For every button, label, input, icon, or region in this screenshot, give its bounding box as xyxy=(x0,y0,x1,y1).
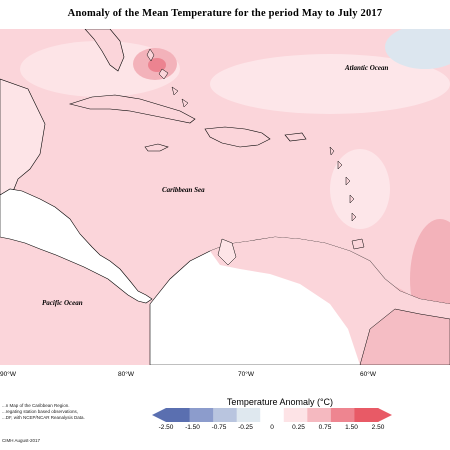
legend-label: 0.25 xyxy=(292,424,305,431)
legend-arrow-high xyxy=(378,408,392,422)
map-title: Anomaly of the Mean Temperature for the … xyxy=(67,8,383,19)
florida-landmass xyxy=(84,28,125,72)
legend-label: -0.75 xyxy=(211,424,227,431)
longitude-tick: 90°W xyxy=(0,371,16,378)
longitude-tick: 70°W xyxy=(238,371,254,378)
legend-title: Temperature Anomaly (°C) xyxy=(226,397,334,407)
hispaniola-island xyxy=(204,126,271,148)
pacific-ocean-label: Pacific Ocean xyxy=(42,299,83,307)
legend-label: -0.25 xyxy=(238,424,253,431)
trinidad-island xyxy=(351,238,365,250)
legend-swatch xyxy=(260,408,285,422)
atlantic-ocean-label: Atlantic Ocean xyxy=(345,64,389,72)
cuba-island xyxy=(68,94,196,124)
caribbean-sea-label: Caribbean Sea xyxy=(162,186,205,194)
legend-arrow-low xyxy=(152,408,166,422)
legend-colorbar xyxy=(152,408,392,422)
near-zero-patch xyxy=(210,54,450,114)
legend-label: -2.50 xyxy=(158,424,174,431)
central-america-landmass xyxy=(0,188,153,304)
longitude-tick: 80°W xyxy=(118,371,134,378)
warm-anomaly-core xyxy=(148,58,166,72)
legend-swatch xyxy=(307,408,332,422)
legend-swatch xyxy=(189,408,214,422)
map-credit: CIMH August-2017 xyxy=(2,438,41,443)
negative-anomaly-patch xyxy=(385,25,450,69)
longitude-tick: 60°W xyxy=(360,371,376,378)
legend-label: 1.50 xyxy=(345,424,358,431)
legend-swatch xyxy=(166,408,191,422)
map-canvas xyxy=(0,25,450,366)
legend-swatch xyxy=(283,408,308,422)
legend-swatch xyxy=(354,408,379,422)
map-note-line: ...n Map of the Caribbean Region. xyxy=(2,403,70,408)
near-zero-patch xyxy=(330,149,390,229)
legend-label: 0.75 xyxy=(318,424,332,431)
bahamas-islands xyxy=(146,48,189,108)
lesser-antilles-islands xyxy=(329,146,357,222)
map-note-line: ...DF, with NCEP/NCAR Reanalysis Data. xyxy=(2,415,85,420)
legend-label: -1.50 xyxy=(185,424,200,431)
legend-label: 0 xyxy=(270,424,274,431)
legend-swatch xyxy=(213,408,238,422)
guianas-anomaly xyxy=(359,308,450,366)
legend-swatch xyxy=(236,408,261,422)
map-note-line: ...regating station based observations, xyxy=(2,409,79,414)
anomaly-map xyxy=(0,25,450,366)
jamaica-island xyxy=(144,143,169,152)
legend-label: 2.50 xyxy=(371,424,385,431)
puerto-rico-island xyxy=(284,132,307,142)
legend-swatch xyxy=(330,408,355,422)
lake-maracaibo xyxy=(217,238,237,266)
